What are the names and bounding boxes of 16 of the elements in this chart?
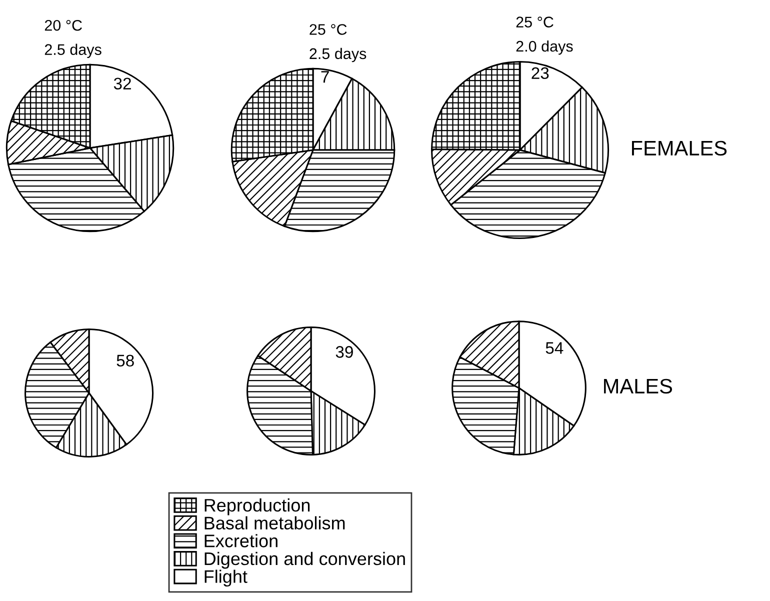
chart-title: 25 °C 2.5 days [310,24,366,62]
legend-label: Flight [204,570,248,587]
chart-title: 20 °C 2.5 days [44,20,102,58]
data-label: 54 [546,342,564,354]
data-label: 7 [321,71,329,83]
data-label: 32 [114,78,131,90]
data-label: 23 [532,67,549,80]
legend-label: Excretion [204,534,278,548]
text: MALES [604,378,672,394]
legend-label: Reproduction [204,498,310,516]
data-label: 58 [116,354,134,367]
data-label: 39 [336,346,353,358]
text: FEMALES [632,140,727,156]
legend-label: Basal metabolism [204,516,345,530]
legend-label: Digestion and conversion [204,552,405,569]
chart-title: 25 °C 2.0 days [516,16,573,55]
